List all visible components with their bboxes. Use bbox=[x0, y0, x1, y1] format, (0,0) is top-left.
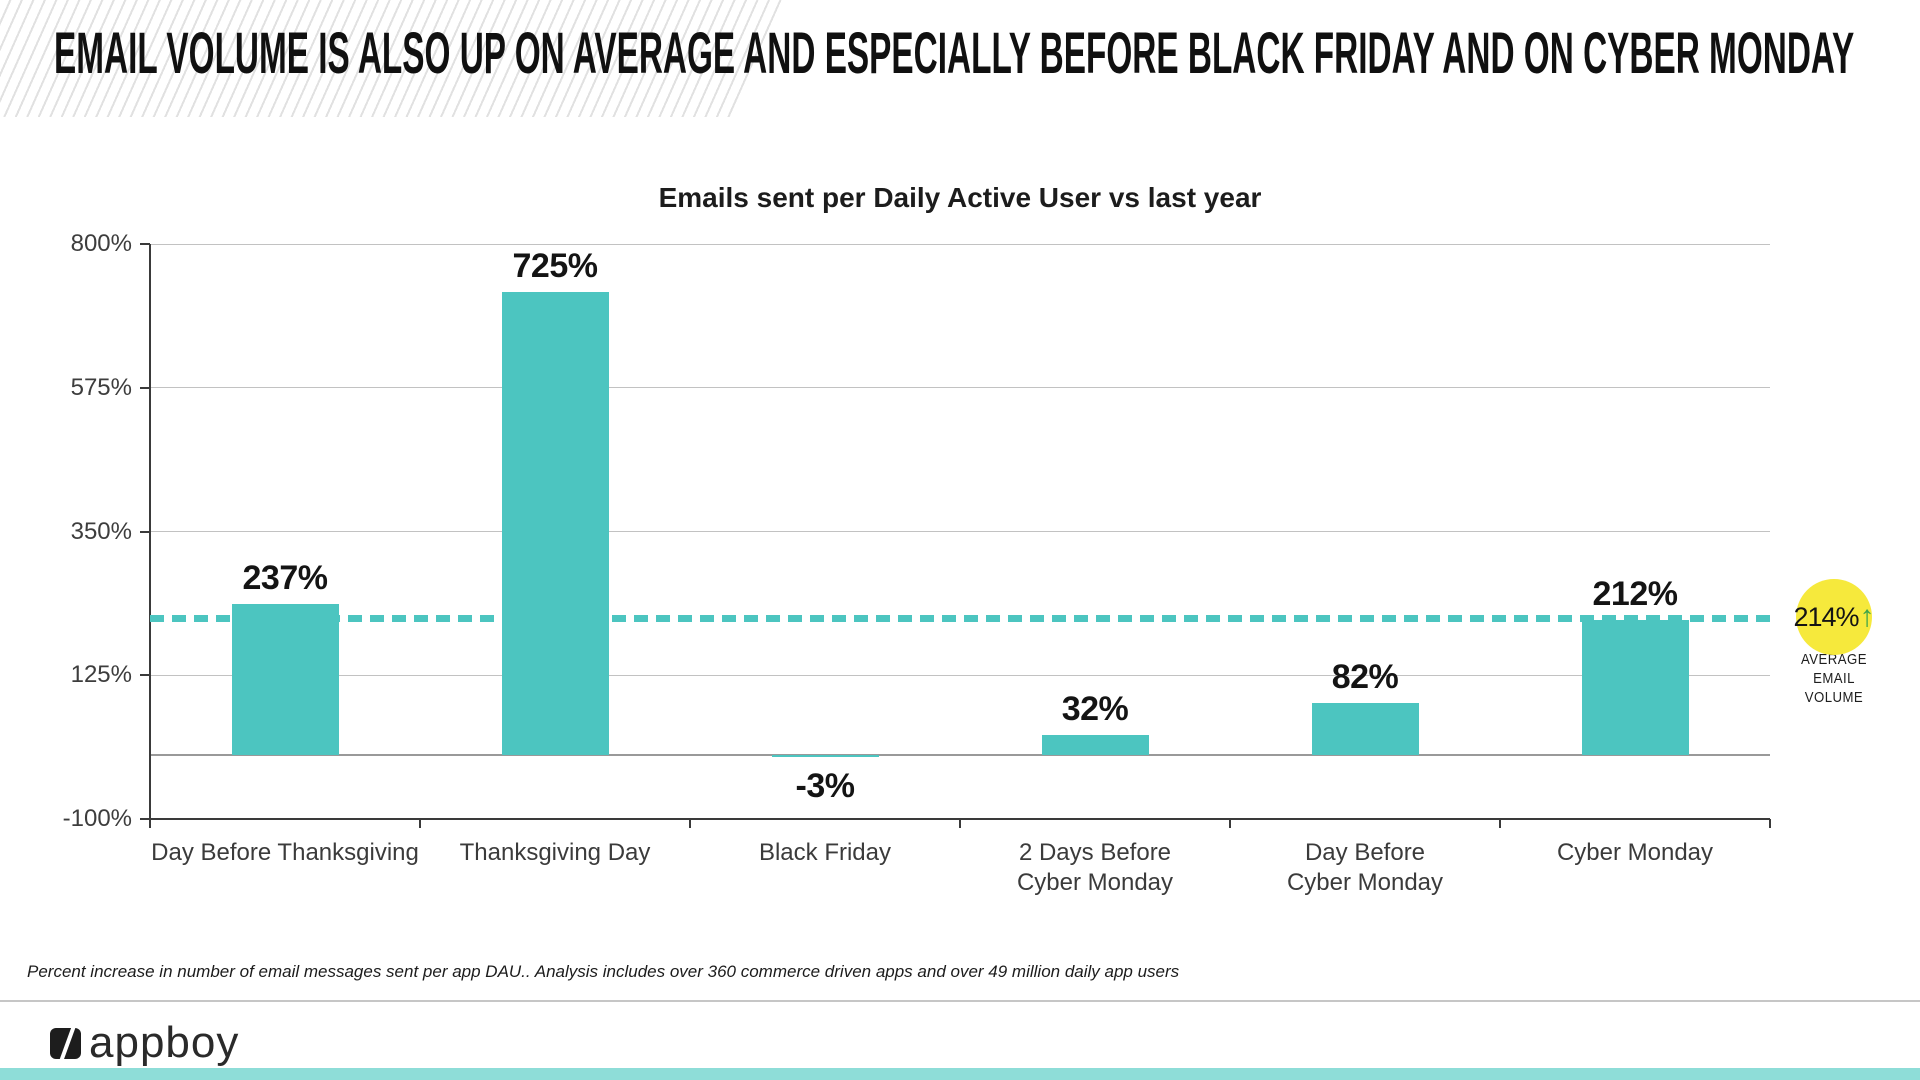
x-tick bbox=[1499, 819, 1501, 828]
average-caption-line: EMAIL bbox=[1813, 670, 1855, 687]
x-tick bbox=[689, 819, 691, 828]
bar-value-label: 725% bbox=[512, 246, 598, 285]
gridline bbox=[150, 243, 1770, 245]
y-axis-line bbox=[149, 244, 151, 819]
x-tick bbox=[419, 819, 421, 828]
x-category-label: Day Before Cyber Monday bbox=[1286, 839, 1444, 896]
bar-value-label: 32% bbox=[1061, 689, 1129, 728]
average-badge: 214% ↑ bbox=[1793, 579, 1875, 655]
y-tick-label: -100% bbox=[62, 805, 132, 832]
average-value: 214% bbox=[1793, 601, 1859, 632]
brand-logo: appboy bbox=[50, 1018, 290, 1067]
chart-title: Emails sent per Daily Active User vs las… bbox=[658, 182, 1262, 213]
x-category-label: Cyber Monday bbox=[1556, 839, 1714, 866]
y-tick bbox=[140, 243, 150, 245]
bar-value-label: 237% bbox=[242, 558, 328, 597]
footer-divider bbox=[0, 1000, 1920, 1002]
up-arrow-icon: ↑ bbox=[1859, 600, 1875, 633]
bar bbox=[231, 603, 339, 756]
average-caption-line: AVERAGE bbox=[1801, 651, 1867, 668]
brand-logo-text: appboy bbox=[89, 1018, 240, 1067]
y-tick-label: 350% bbox=[70, 517, 132, 545]
x-tick bbox=[959, 819, 961, 828]
bottom-accent-bar bbox=[0, 1068, 1920, 1080]
x-category-label: Thanksgiving Day bbox=[459, 839, 651, 866]
y-tick bbox=[140, 530, 150, 533]
average-line bbox=[150, 614, 1770, 622]
x-tick bbox=[149, 819, 151, 828]
x-category-label: Black Friday bbox=[758, 839, 892, 866]
bar bbox=[771, 755, 879, 758]
gridline bbox=[150, 674, 1770, 676]
zero-baseline bbox=[150, 754, 1770, 757]
brand-logo-icon bbox=[50, 1028, 81, 1059]
average-caption: AVERAGE EMAIL VOLUME bbox=[1779, 650, 1888, 707]
bar bbox=[501, 291, 609, 756]
slash-icon bbox=[57, 1028, 76, 1059]
y-tick bbox=[140, 674, 150, 677]
x-category-label: Day Before Thanksgiving bbox=[151, 839, 419, 866]
bar bbox=[1041, 734, 1149, 756]
y-tick-label: 800% bbox=[70, 230, 132, 257]
hatch-decoration bbox=[0, 0, 782, 117]
bar bbox=[1581, 619, 1689, 756]
bar-value-label: 82% bbox=[1331, 657, 1399, 696]
footnote: Percent increase in number of email mess… bbox=[27, 962, 1180, 981]
page-title: EMAIL VOLUME IS ALSO UP ON AVERAGE AND E… bbox=[54, 21, 1855, 86]
y-tick-label: 125% bbox=[70, 661, 132, 689]
gridline bbox=[150, 531, 1770, 532]
gridline bbox=[150, 387, 1770, 389]
x-category-label: 2 Days Before Cyber Monday bbox=[1016, 839, 1174, 896]
average-caption-line: VOLUME bbox=[1804, 689, 1864, 706]
x-tick bbox=[1769, 819, 1771, 828]
y-tick bbox=[140, 818, 150, 820]
x-tick bbox=[1229, 819, 1231, 828]
y-tick bbox=[140, 386, 150, 389]
bar-value-label: 212% bbox=[1592, 574, 1678, 613]
bar-value-label: -3% bbox=[795, 767, 855, 806]
y-tick-label: 575% bbox=[70, 373, 132, 401]
bar bbox=[1311, 702, 1419, 756]
